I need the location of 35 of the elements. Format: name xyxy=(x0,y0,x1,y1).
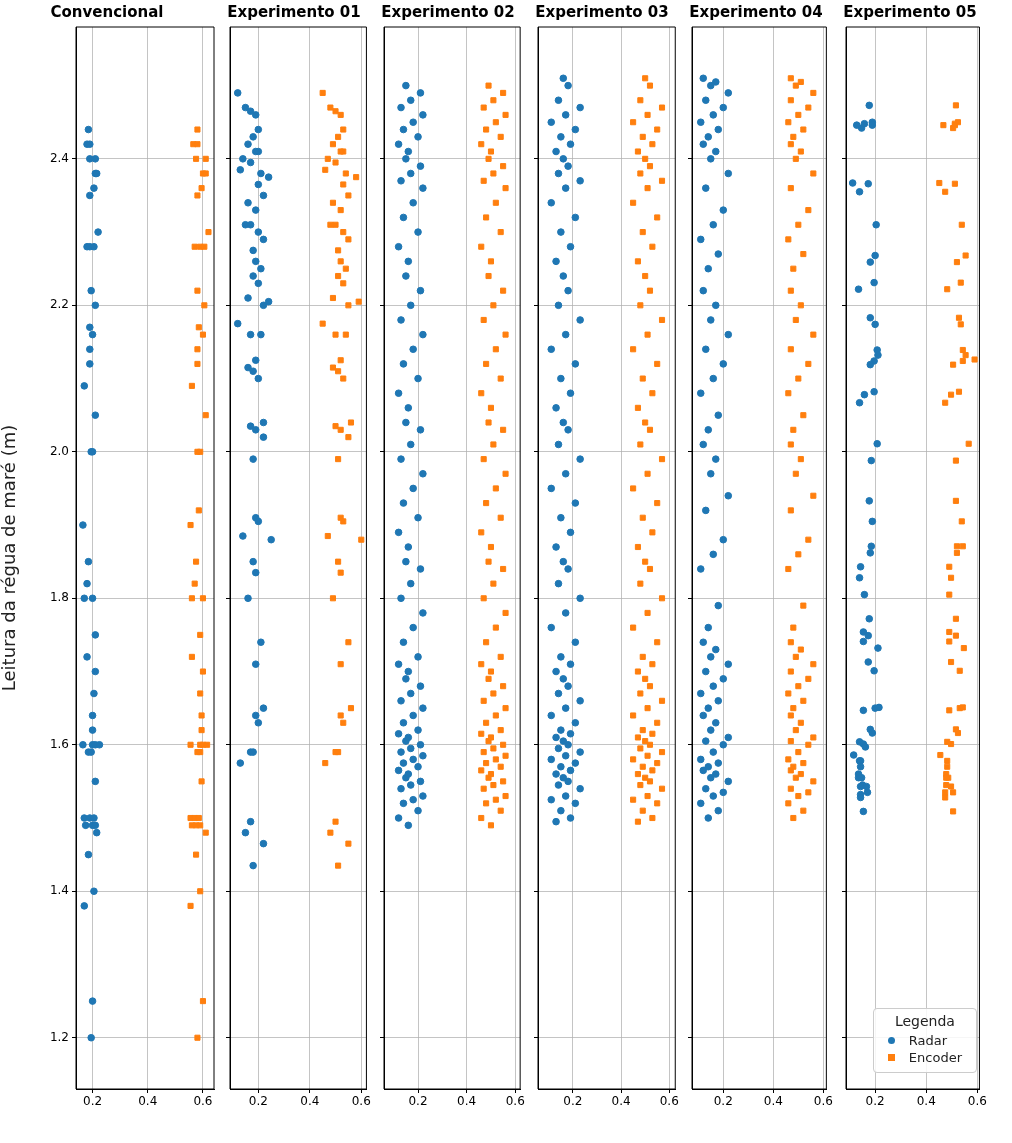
chart-title: Experimento 03 xyxy=(535,2,669,21)
chart-title: Experimento 01 xyxy=(227,2,361,21)
y-axis-title: Leitura da régua de maré (m) xyxy=(0,424,20,692)
x-tick-label: 0.4 xyxy=(611,1094,631,1109)
x-tick-label: 0.4 xyxy=(457,1094,477,1109)
x-tick-label: 0.2 xyxy=(563,1094,583,1109)
x-tick-label: 0.6 xyxy=(505,1094,525,1109)
y-tick-label: 2.4 xyxy=(49,150,69,165)
y-tick-label: 1.8 xyxy=(49,590,69,605)
legend-label: Encoder xyxy=(908,1050,962,1065)
x-tick-label: 0.4 xyxy=(763,1094,783,1109)
y-tick-label: 2.2 xyxy=(49,297,69,312)
x-tick-label: 0.4 xyxy=(300,1094,320,1109)
legend-label: Radar xyxy=(908,1033,948,1048)
chart-title: Convencional xyxy=(50,2,164,21)
x-tick-label: 0.6 xyxy=(659,1094,679,1109)
x-tick-label: 0.2 xyxy=(408,1094,428,1109)
x-tick-label: 0.2 xyxy=(713,1094,733,1109)
x-tick-label: 0.2 xyxy=(865,1094,885,1109)
x-tick-label: 0.2 xyxy=(83,1094,103,1109)
legend-title: Legenda xyxy=(893,1013,956,1029)
chart-title: Experimento 04 xyxy=(689,2,823,21)
y-tick-label: 1.6 xyxy=(49,736,69,751)
x-tick-label: 0.4 xyxy=(138,1094,158,1109)
x-tick-label: 0.6 xyxy=(193,1094,213,1109)
y-tick-label: 1.2 xyxy=(49,1029,69,1044)
x-tick-label: 0.6 xyxy=(351,1094,371,1109)
x-tick-label: 0.6 xyxy=(967,1094,987,1109)
y-tick-label: 2.0 xyxy=(49,443,69,458)
x-tick-label: 0.4 xyxy=(916,1094,936,1109)
chart-title: Experimento 02 xyxy=(381,2,515,21)
x-tick-label: 0.2 xyxy=(248,1094,268,1109)
y-tick-label: 1.4 xyxy=(49,883,69,898)
x-tick-label: 0.6 xyxy=(813,1094,833,1109)
chart-title: Experimento 05 xyxy=(843,2,977,21)
